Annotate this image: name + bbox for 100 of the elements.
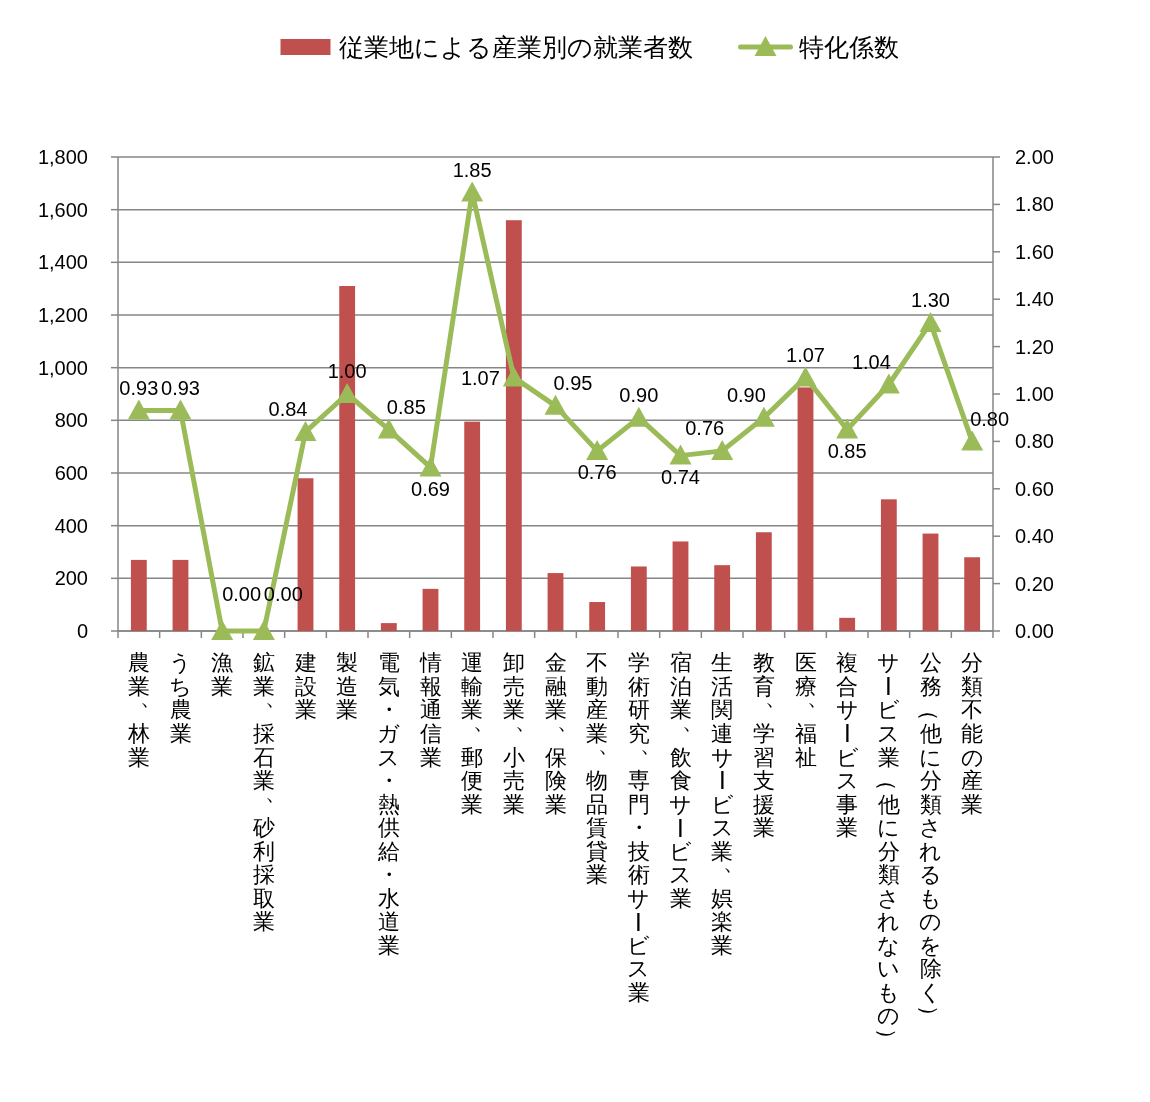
category-label: 学術研究、専門・技術サービス業 <box>625 650 662 1005</box>
point <box>377 418 400 439</box>
y-tick-label: 200 <box>54 567 88 590</box>
bar <box>464 421 481 631</box>
bar <box>422 588 439 631</box>
point <box>752 406 775 427</box>
bar <box>380 623 397 631</box>
point <box>127 399 150 420</box>
category-label: 宿泊業、飲食サービス業 <box>667 650 704 911</box>
data-label: 1.30 <box>911 289 950 312</box>
data-label: 0.76 <box>685 417 725 440</box>
bar <box>589 602 606 631</box>
y-tick-label: 1,400 <box>37 251 88 274</box>
data-label: 0.76 <box>577 461 617 484</box>
y2-tick-label: 0.60 <box>1015 477 1054 500</box>
y-tick-label: 1,000 <box>37 356 88 379</box>
point <box>794 366 817 387</box>
data-label: 0.95 <box>553 372 593 395</box>
x-tick-label: 漁業 <box>211 650 234 699</box>
data-label: 0.85 <box>827 439 867 462</box>
point <box>211 620 234 640</box>
point <box>502 366 525 387</box>
category-label: 公務（他に分類されるものを除く） <box>917 650 943 1027</box>
x-tick-label: 運輸業、郵便業 <box>461 650 496 817</box>
x-tick-label: 医療、福祉 <box>794 650 829 770</box>
point <box>544 394 567 415</box>
data-label: 1.07 <box>460 366 500 389</box>
category-label: サービス業（他に分類されないもの） <box>875 650 901 1051</box>
y-tick-label: 0 <box>76 620 88 642</box>
x-tick-label: 金融業、保険業 <box>544 650 579 817</box>
y2-tick-label: 1.80 <box>1015 193 1054 216</box>
data-label: 0.84 <box>268 398 308 421</box>
point <box>169 399 192 420</box>
point <box>419 456 442 477</box>
x-tick-label: 建設業 <box>293 650 317 723</box>
data-label: 0.74 <box>661 465 700 488</box>
y-tick-label: 1,200 <box>37 304 88 326</box>
y-tick-label: 600 <box>54 462 88 484</box>
y2-tick-label: 0.20 <box>1015 572 1054 595</box>
y2-tick-label: 0.00 <box>1015 620 1054 642</box>
data-label: 0.93 <box>161 376 200 399</box>
y2-tick-label: 0.80 <box>1015 430 1054 453</box>
bar <box>505 220 522 631</box>
bar <box>130 559 147 631</box>
legend-label: 特化係数 <box>798 33 899 61</box>
point <box>919 311 942 332</box>
point <box>711 439 734 460</box>
point <box>586 439 609 460</box>
point <box>336 383 359 403</box>
x-tick-label: 情報通信業 <box>418 650 442 770</box>
data-label: 0.93 <box>119 376 159 399</box>
category-label: 電気・ガス・熱供給・水道業 <box>377 650 401 958</box>
point <box>461 181 484 202</box>
point <box>627 406 650 427</box>
legend-label: 従業地による産業別の就業者数 <box>338 33 693 61</box>
y2-tick-label: 1.20 <box>1015 335 1054 358</box>
bar <box>755 532 772 631</box>
data-label: 0.90 <box>619 383 659 406</box>
bar <box>547 573 564 631</box>
y-tick-label: 1,800 <box>37 146 88 168</box>
data-label: 0.85 <box>386 395 426 418</box>
data-label: 1.04 <box>851 350 891 373</box>
y-tick-label: 400 <box>54 514 88 537</box>
bar <box>880 499 897 631</box>
x-tick-label: 製造業 <box>336 650 359 723</box>
data-label: 0.00 <box>222 583 262 606</box>
bar <box>964 557 981 631</box>
data-label: 0.90 <box>726 383 766 406</box>
x-tick-label: 複合サービス事業 <box>833 650 859 841</box>
bar <box>839 617 856 631</box>
y2-tick-label: 1.00 <box>1015 383 1054 405</box>
category-label: 不動産業、物品賃貸業 <box>586 650 621 888</box>
data-label: 1.07 <box>786 343 825 366</box>
point <box>669 444 692 465</box>
bar <box>672 541 689 631</box>
point <box>252 620 275 640</box>
data-label: 0.80 <box>970 407 1010 430</box>
bar <box>922 533 939 631</box>
y2-tick-label: 0.40 <box>1015 525 1054 548</box>
y2-tick-label: 2.00 <box>1015 146 1054 168</box>
y2-tick-label: 1.40 <box>1015 288 1054 311</box>
x-tick-label: 卸売業、小売業 <box>502 650 537 817</box>
point <box>836 418 859 439</box>
data-label: 1.85 <box>452 158 492 181</box>
x-tick-label: 分類不能の産業 <box>960 650 984 817</box>
bar <box>797 387 814 631</box>
point <box>877 373 900 394</box>
point <box>961 430 984 451</box>
category-label: 生活関連サービス業、娯楽業 <box>708 650 746 958</box>
bar <box>172 559 189 631</box>
bar <box>630 566 647 631</box>
point <box>294 420 317 441</box>
x-tick-label: うち農業 <box>169 650 192 746</box>
x-tick-label: 農業、林業 <box>126 650 162 770</box>
x-tick-label: 教育、学習支援業 <box>752 650 787 841</box>
y-tick-label: 1,600 <box>37 198 88 221</box>
bar <box>714 565 731 631</box>
data-label: 0.69 <box>411 477 450 500</box>
category-label: 鉱業、採石業、砂利採取業 <box>252 650 287 935</box>
y2-tick-label: 1.60 <box>1015 240 1054 263</box>
